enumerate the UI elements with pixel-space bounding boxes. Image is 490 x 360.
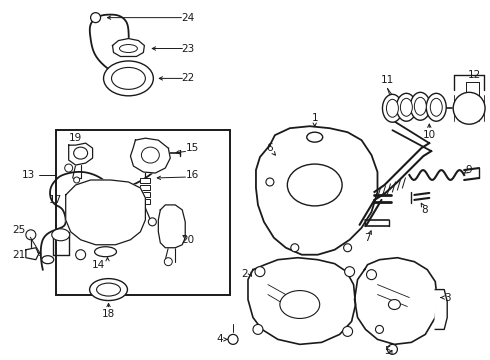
Ellipse shape: [415, 97, 426, 115]
Text: 15: 15: [186, 143, 199, 153]
FancyBboxPatch shape: [141, 199, 150, 204]
Ellipse shape: [396, 93, 416, 121]
FancyBboxPatch shape: [56, 130, 230, 294]
Ellipse shape: [375, 325, 384, 333]
Ellipse shape: [426, 93, 446, 121]
Text: 17: 17: [49, 195, 62, 205]
Polygon shape: [435, 289, 447, 329]
Circle shape: [228, 334, 238, 345]
Text: 23: 23: [182, 44, 195, 54]
Circle shape: [388, 345, 397, 354]
Text: 11: 11: [381, 75, 394, 85]
FancyBboxPatch shape: [141, 178, 150, 183]
Ellipse shape: [287, 164, 342, 206]
Ellipse shape: [95, 247, 117, 257]
Circle shape: [343, 244, 352, 252]
Polygon shape: [26, 248, 39, 260]
Text: 10: 10: [423, 130, 436, 140]
Polygon shape: [69, 143, 93, 165]
Ellipse shape: [389, 300, 400, 310]
Polygon shape: [248, 258, 356, 345]
Ellipse shape: [120, 45, 137, 53]
Ellipse shape: [410, 92, 430, 120]
Text: 25: 25: [12, 225, 25, 235]
Circle shape: [26, 230, 36, 240]
Ellipse shape: [387, 99, 398, 117]
Circle shape: [91, 13, 100, 23]
Circle shape: [148, 218, 156, 226]
Ellipse shape: [52, 229, 70, 241]
Circle shape: [65, 164, 73, 172]
FancyBboxPatch shape: [141, 185, 150, 190]
Text: 5: 5: [384, 346, 391, 356]
Circle shape: [344, 267, 355, 276]
Circle shape: [164, 258, 172, 266]
Ellipse shape: [103, 61, 153, 96]
Ellipse shape: [97, 283, 121, 296]
Text: 4: 4: [217, 334, 223, 345]
Text: 14: 14: [92, 260, 105, 270]
Text: 22: 22: [182, 73, 195, 84]
Ellipse shape: [42, 256, 54, 264]
Ellipse shape: [112, 67, 146, 89]
Text: 1: 1: [312, 113, 318, 123]
Ellipse shape: [74, 147, 88, 159]
Ellipse shape: [90, 279, 127, 301]
Circle shape: [291, 244, 299, 252]
Polygon shape: [256, 126, 377, 255]
Circle shape: [255, 267, 265, 276]
Polygon shape: [355, 258, 437, 345]
Polygon shape: [113, 39, 145, 57]
Circle shape: [75, 250, 86, 260]
Ellipse shape: [307, 132, 323, 142]
Text: 24: 24: [182, 13, 195, 23]
Text: 2: 2: [242, 269, 248, 279]
Ellipse shape: [383, 94, 402, 122]
Text: 16: 16: [186, 170, 199, 180]
Circle shape: [253, 324, 263, 334]
Circle shape: [266, 178, 274, 186]
Text: 8: 8: [421, 205, 428, 215]
Text: 19: 19: [69, 133, 82, 143]
Ellipse shape: [453, 92, 485, 124]
Ellipse shape: [430, 98, 442, 116]
Ellipse shape: [280, 291, 319, 319]
Text: 13: 13: [22, 170, 35, 180]
Text: 20: 20: [182, 235, 195, 245]
Text: 12: 12: [467, 71, 481, 80]
Polygon shape: [158, 205, 185, 248]
Ellipse shape: [142, 147, 159, 163]
FancyBboxPatch shape: [141, 192, 150, 197]
Polygon shape: [66, 180, 146, 245]
Text: 18: 18: [102, 310, 115, 319]
Circle shape: [343, 327, 353, 336]
Ellipse shape: [400, 98, 413, 116]
Text: 6: 6: [267, 143, 273, 153]
Ellipse shape: [367, 270, 376, 280]
Text: 21: 21: [12, 250, 25, 260]
Polygon shape: [130, 138, 171, 173]
Text: 3: 3: [444, 293, 450, 302]
Text: 9: 9: [466, 165, 472, 175]
Circle shape: [74, 177, 80, 183]
Text: 7: 7: [364, 233, 371, 243]
